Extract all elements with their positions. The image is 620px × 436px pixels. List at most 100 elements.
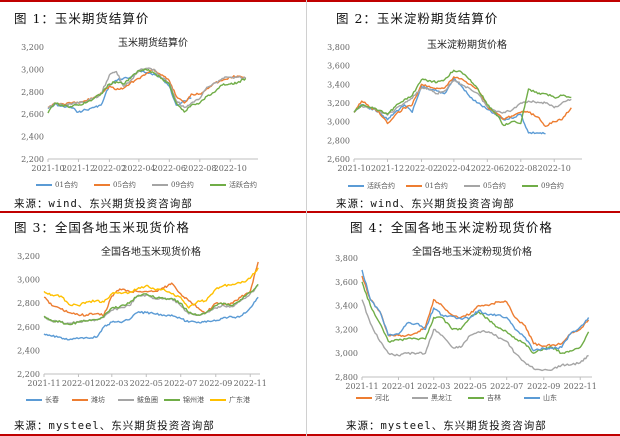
chart-4-x-tick: 2022-11 [564, 382, 597, 391]
chart-2-x-tick: 2022-10 [538, 164, 571, 173]
chart-4-y-tick: 3,400 [335, 302, 358, 311]
legend-label: 河北 [375, 394, 389, 402]
chart-4-y-tick: 3,000 [335, 349, 358, 358]
chart-3-series-5-line [43, 267, 259, 309]
chart-3-y-tick: 2,400 [17, 346, 40, 355]
chart-1-x-tick: 2022-06 [153, 164, 186, 173]
chart-1-legend: 01合约 05合约 09合约 活跃合约 [36, 180, 268, 190]
chart-3-x-tick: 2022-11 [234, 379, 267, 388]
legend-label: 活跃合约 [367, 182, 395, 190]
chart-4-x-tick: 2022-01 [382, 382, 415, 391]
legend-item: 01合约 [406, 181, 464, 191]
chart-4-x-tick: 2022-09 [527, 382, 560, 391]
legend-item: 09合约 [152, 180, 210, 190]
legend-item: 锦州港 [164, 395, 210, 405]
chart-1-y-tick: 3,000 [21, 65, 44, 74]
legend-item: 长春 [26, 395, 72, 405]
chart-1-series-3-line [47, 67, 247, 109]
legend-item: 05合约 [464, 181, 522, 191]
chart-1-y-tick: 2,600 [21, 110, 44, 119]
chart-2-title: 玉米淀粉期货价格 [427, 40, 507, 51]
chart-3-legend: 长春 潍坊 鲅鱼圈 锦州港 广东港 [26, 395, 256, 405]
legend-swatch [356, 397, 372, 399]
chart-4-x-tick: 2021-11 [345, 382, 378, 391]
chart-1-x-tick: 2022-04 [122, 164, 155, 173]
chart-4-x-tick: 2022-07 [490, 382, 523, 391]
chart-1-x-tick: 2022-10 [214, 164, 247, 173]
chart-4-series-1-line [361, 275, 590, 347]
chart-2-legend: 活跃合约 01合约 05合约 09合约 [348, 181, 580, 191]
legend-swatch [94, 184, 110, 186]
chart-2-y-tick: 3,600 [327, 62, 350, 71]
legend-swatch [468, 397, 484, 399]
figure-1-title: 图 1：玉米期货结算价 [14, 11, 150, 26]
chart-2-x-tick: 2022-08 [504, 164, 537, 173]
legend-swatch [26, 399, 42, 401]
chart-3-series-1-line [43, 296, 259, 341]
chart-1-x-tick: 2022-08 [183, 164, 216, 173]
legend-swatch [118, 399, 134, 401]
legend-label: 09合约 [171, 181, 194, 189]
legend-label: 黑龙江 [431, 394, 452, 402]
chart-3-x-tick: 2022-05 [130, 379, 163, 388]
chart-1-x-tick: 2022-02 [93, 164, 126, 173]
legend-item: 活跃合约 [348, 181, 406, 191]
legend-swatch [348, 185, 364, 187]
legend-label: 山东 [543, 394, 557, 402]
legend-label: 09合约 [541, 182, 564, 190]
legend-item: 吉林 [468, 393, 524, 403]
figure-4-title: 图 4：全国各地玉米淀粉现货价格 [350, 220, 553, 235]
legend-swatch [72, 399, 88, 401]
chart-4-y-tick: 2,800 [335, 373, 358, 382]
legend-label: 01合约 [55, 181, 78, 189]
chart-2-x-tick: 2022-02 [405, 164, 438, 173]
figure-2-title: 图 2：玉米淀粉期货结算价 [336, 11, 499, 26]
legend-swatch [522, 185, 538, 187]
legend-swatch [164, 399, 180, 401]
legend-label: 长春 [45, 396, 59, 404]
chart-3-y-tick: 2,600 [17, 323, 40, 332]
chart-2-y-tick: 3,000 [327, 118, 350, 127]
legend-item: 05合约 [94, 180, 152, 190]
figure-2-source: 来源：wind、东兴期货投资咨询部 [336, 198, 515, 210]
chart-1-y-tick: 3,200 [21, 43, 44, 52]
chart-3-y-tick: 3,000 [17, 276, 40, 285]
chart-2-y-tick: 2,600 [327, 155, 350, 164]
chart-2-y-tick: 3,200 [327, 99, 350, 108]
chart-2-x-tick: 2021-10 [337, 164, 370, 173]
chart-4-y-tick: 3,600 [335, 278, 358, 287]
chart-4-legend: 河北 黑龙江 吉林 山东 [356, 393, 580, 403]
legend-label: 锦州港 [183, 396, 204, 404]
legend-swatch [210, 184, 226, 186]
chart-1-title: 玉米期货结算价 [118, 38, 188, 49]
legend-label: 01合约 [425, 182, 448, 190]
legend-swatch [406, 185, 422, 187]
legend-item: 活跃合约 [210, 180, 268, 190]
legend-label: 吉林 [487, 394, 501, 402]
chart-3-title: 全国各地玉米现货价格 [101, 247, 201, 258]
chart-4-x-tick: 2022-03 [417, 382, 450, 391]
chart-2-y-tick: 3,400 [327, 80, 350, 89]
chart-1-y-tick: 2,400 [21, 133, 44, 142]
chart-2-y-tick: 2,800 [327, 136, 350, 145]
legend-swatch [464, 185, 480, 187]
chart-3-x-tick: 2022-09 [199, 379, 232, 388]
legend-swatch [152, 184, 168, 186]
chart-2-x-tick: 2021-12 [371, 164, 404, 173]
chart-2-x-tick: 2022-06 [471, 164, 504, 173]
chart-1-series-2-line [47, 68, 247, 109]
chart-3-y-tick: 2,800 [17, 299, 40, 308]
legend-label: 鲅鱼圈 [137, 396, 158, 404]
figure-1-source: 来源：wind、东兴期货投资咨询部 [14, 198, 193, 210]
legend-swatch [210, 399, 226, 401]
legend-item: 河北 [356, 393, 412, 403]
chart-2-y-tick: 3,800 [327, 43, 350, 52]
legend-item: 潍坊 [72, 395, 118, 405]
legend-label: 05合约 [483, 182, 506, 190]
figure-3-title: 图 3：全国各地玉米现货价格 [14, 220, 190, 235]
top-rule [0, 0, 620, 2]
chart-2-series-4-line [353, 69, 572, 127]
chart-2-series-2-line [353, 76, 572, 128]
chart-1-x-tick: 2021-12 [62, 164, 95, 173]
